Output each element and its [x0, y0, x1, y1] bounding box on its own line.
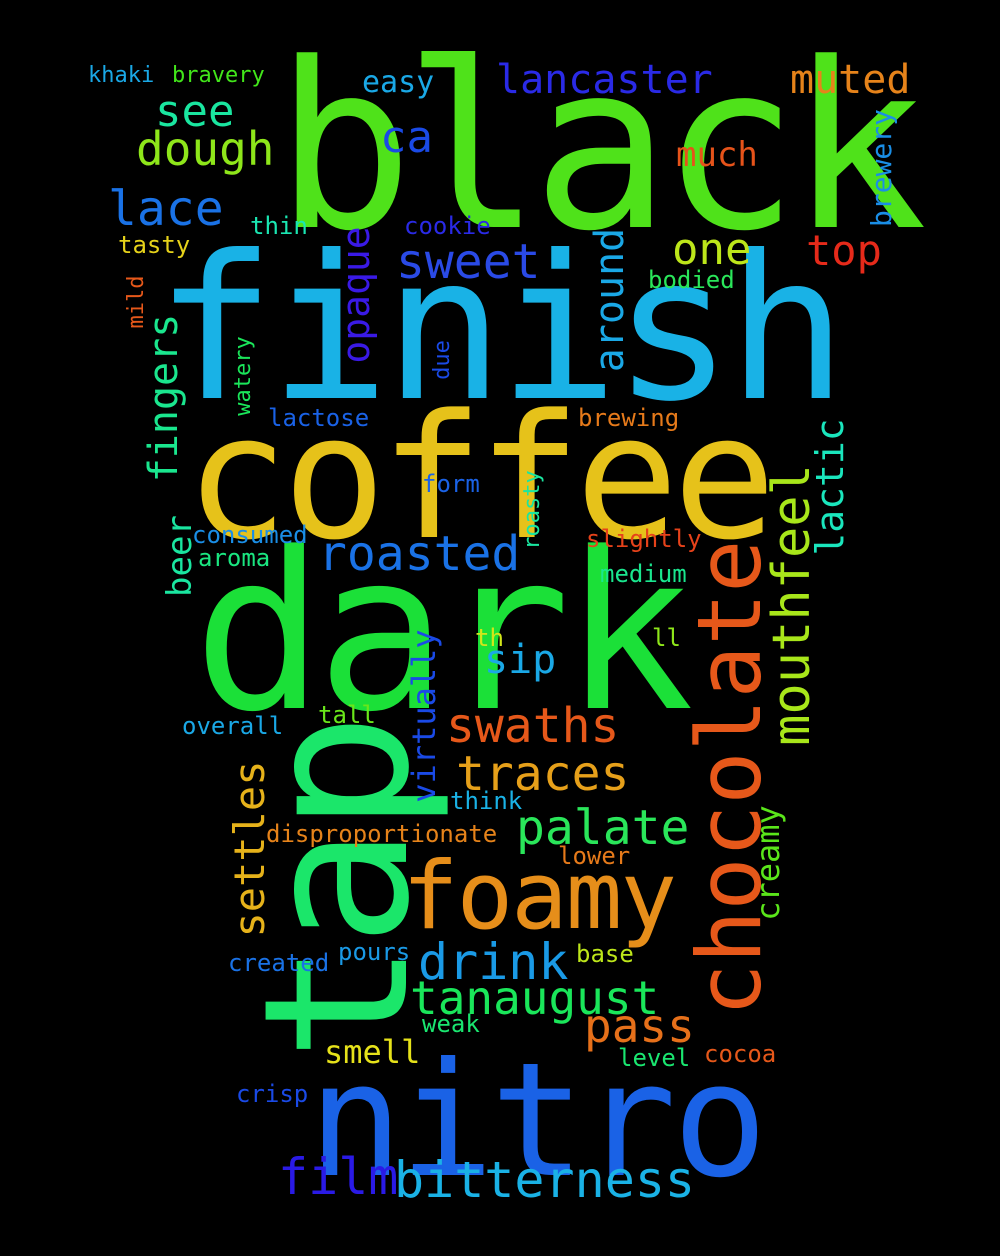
- word-cookie: cookie: [404, 212, 491, 240]
- word-lactose: lactose: [268, 404, 370, 432]
- word-brewery: brewery: [865, 108, 898, 228]
- word-brewing: brewing: [578, 404, 680, 432]
- word-medium: medium: [600, 560, 687, 588]
- word-bravery: bravery: [172, 63, 265, 88]
- word-overall: overall: [182, 712, 284, 740]
- word-khaki: khaki: [88, 63, 155, 88]
- word-opaque: opaque: [334, 226, 378, 364]
- word-fingers: fingers: [141, 313, 187, 483]
- word-lancaster: lancaster: [496, 57, 713, 103]
- word-bitterness: bitterness: [394, 1151, 696, 1209]
- word-lower: lower: [558, 842, 631, 870]
- word-swaths: swaths: [446, 698, 620, 754]
- word-lace: lace: [108, 181, 224, 237]
- word-dark: dark: [193, 507, 694, 760]
- word-around: around: [587, 227, 633, 373]
- word-roasty: roasty: [520, 470, 545, 550]
- word-coffee: coffee: [185, 377, 776, 578]
- word-much: much: [676, 135, 758, 175]
- word-crisp: crisp: [236, 1080, 309, 1108]
- word-thin: thin: [250, 212, 308, 240]
- word-chocolate: chocolate: [678, 539, 781, 1017]
- word-due: due: [430, 340, 455, 380]
- word-slightly: slightly: [586, 525, 702, 553]
- word-black: black: [275, 15, 927, 282]
- word-created: created: [228, 949, 330, 977]
- word-virtually: virtually: [405, 629, 443, 803]
- word-drink: drink: [418, 933, 569, 991]
- word-bodied: bodied: [648, 266, 735, 294]
- word-dough: dough: [136, 122, 275, 176]
- word-th: th: [475, 624, 504, 652]
- word-ca: ca: [380, 112, 433, 163]
- word-disproportionate: disproportionate: [266, 820, 498, 848]
- word-nitro: nitro: [308, 1029, 768, 1213]
- word-settles: settles: [225, 760, 274, 938]
- word-consumed: consumed: [192, 521, 308, 549]
- word-watery: watery: [231, 336, 256, 416]
- word-creamy: creamy: [749, 805, 787, 921]
- word-tall: tall: [318, 701, 376, 729]
- word-form: form: [422, 470, 480, 498]
- word-foamy: foamy: [402, 842, 677, 951]
- word-smell: smell: [324, 1033, 421, 1071]
- word-lactic: lactic: [808, 418, 852, 556]
- word-muted: muted: [790, 57, 911, 103]
- word-see: see: [155, 86, 235, 137]
- word-easy: easy: [362, 65, 435, 100]
- word-base: base: [576, 940, 634, 968]
- word-sip: sip: [484, 637, 557, 683]
- word-one: one: [672, 224, 752, 275]
- word-weak: weak: [422, 1010, 480, 1038]
- word-roasted: roasted: [318, 526, 521, 582]
- word-finish: finish: [155, 213, 847, 446]
- word-pours: pours: [338, 938, 411, 966]
- word-tanaugust: tanaugust: [410, 971, 660, 1025]
- word-film: film: [278, 1148, 399, 1206]
- word-think: think: [450, 787, 523, 815]
- word-palate: palate: [516, 800, 690, 856]
- word-sweet: sweet: [396, 234, 541, 290]
- word-top: top: [806, 226, 882, 275]
- word-ll: ll: [652, 624, 681, 652]
- word-cocoa: cocoa: [704, 1040, 777, 1068]
- word-level: level: [618, 1044, 691, 1072]
- word-aroma: aroma: [198, 544, 271, 572]
- word-pass: pass: [584, 999, 695, 1053]
- word-tasty: tasty: [118, 231, 191, 259]
- word-traces: traces: [456, 746, 630, 802]
